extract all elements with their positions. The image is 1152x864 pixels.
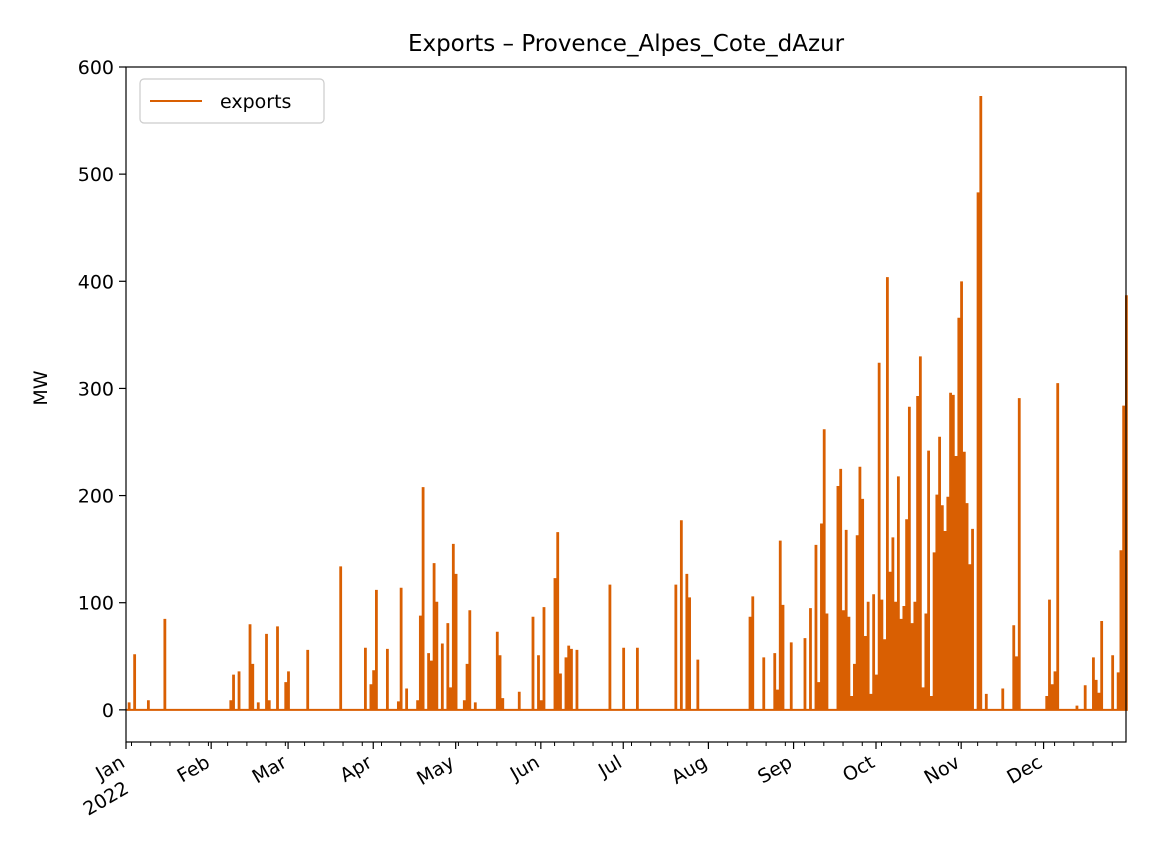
chart-title: Exports – Provence_Alpes_Cote_dAzur: [408, 31, 845, 57]
legend-box: [139, 78, 325, 124]
y-axis-label: MW: [30, 370, 52, 405]
y-tick-label: 0: [102, 700, 114, 722]
y-tick-label: 600: [78, 57, 114, 79]
plot-area: [125, 66, 1128, 743]
y-tick-label: 400: [78, 271, 114, 293]
series-line-exports: [126, 96, 1128, 711]
y-tick-label: 100: [78, 593, 114, 615]
y-tick-label: 500: [78, 164, 114, 186]
plot-frame: [125, 66, 1127, 743]
y-tick-label: 200: [78, 486, 114, 508]
y-axis: 0 100 200 300 400 500 600: [78, 57, 126, 722]
legend: exports: [139, 78, 325, 124]
legend-label-exports: exports: [220, 91, 291, 113]
y-tick-label: 300: [78, 378, 114, 400]
